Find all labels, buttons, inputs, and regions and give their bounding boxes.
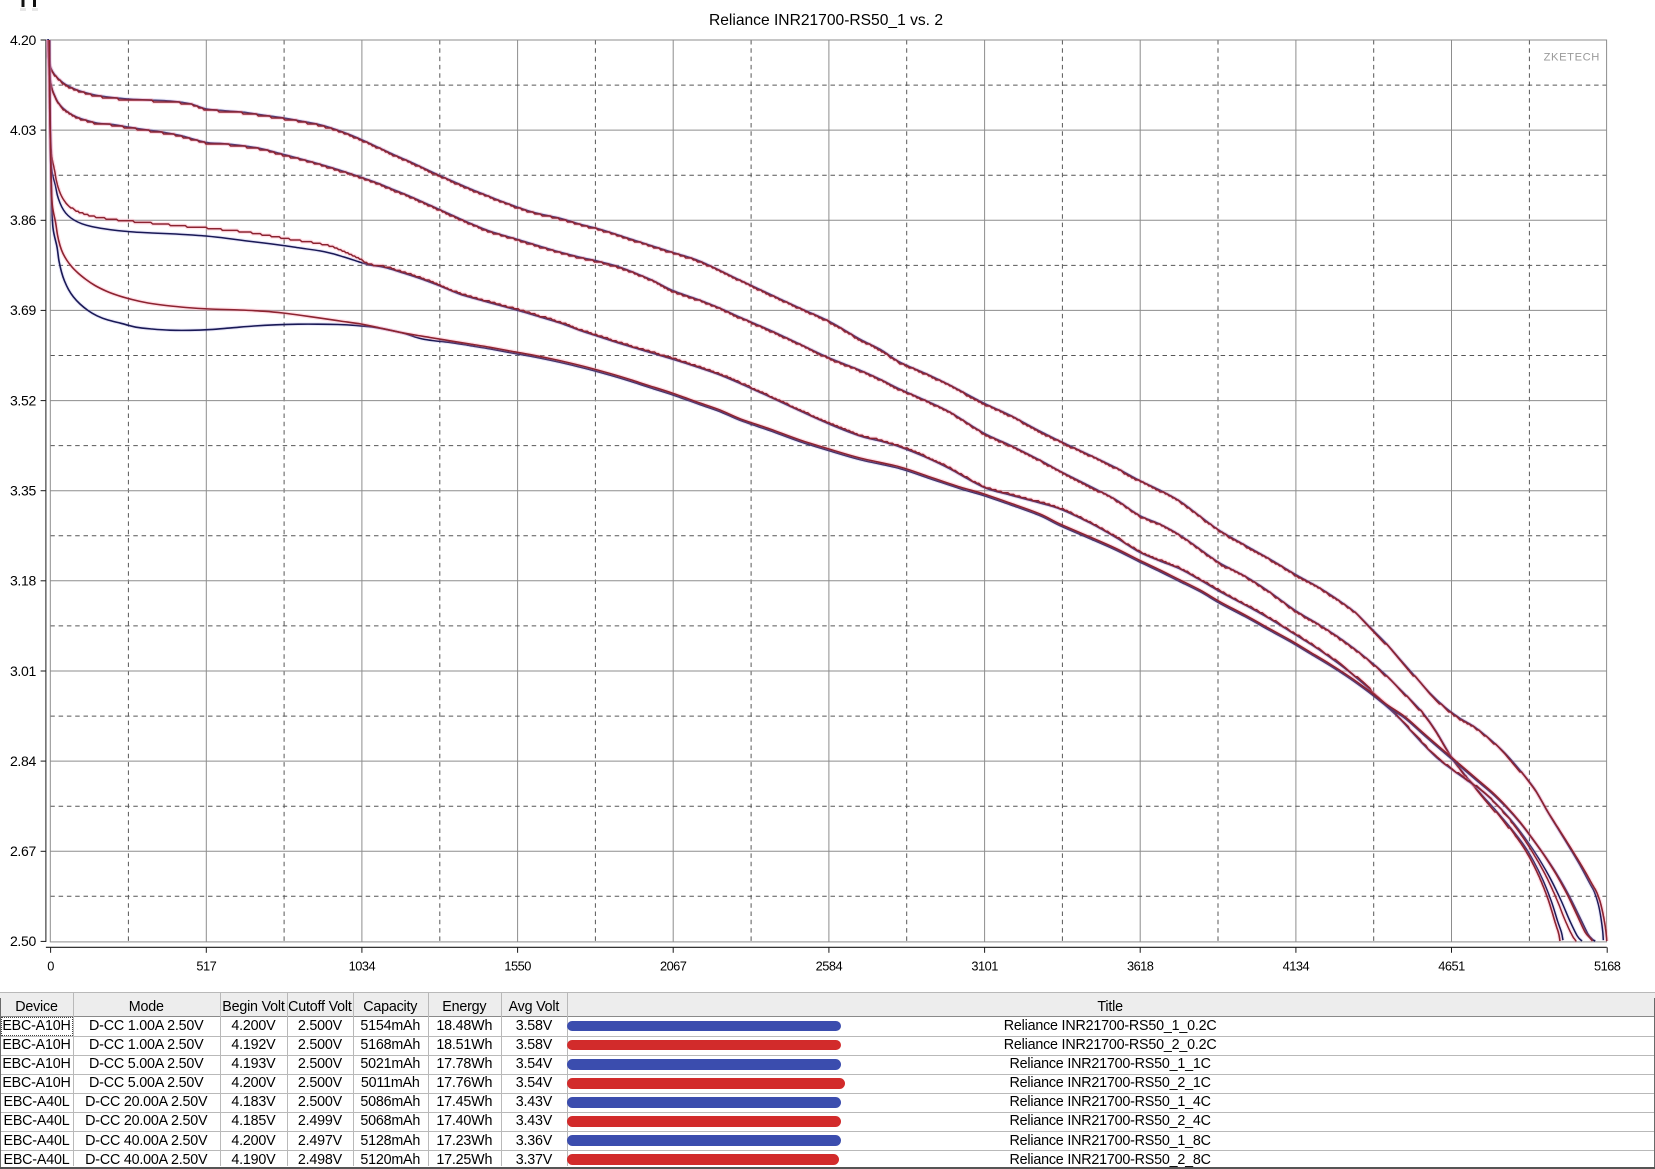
svg-text:3.35: 3.35 [10,483,37,499]
svg-text:2.50: 2.50 [10,933,37,949]
svg-text:3101: 3101 [971,959,998,974]
svg-text:2.84: 2.84 [10,753,37,769]
svg-text:4134: 4134 [1283,959,1310,974]
svg-text:0: 0 [47,959,54,974]
svg-text:ZKETECH: ZKETECH [1544,52,1600,64]
svg-text:2.67: 2.67 [10,843,37,859]
svg-text:4651: 4651 [1438,959,1465,974]
svg-text:1550: 1550 [504,959,531,974]
svg-text:3.01: 3.01 [10,663,37,679]
svg-text:3.52: 3.52 [10,392,37,408]
svg-text:3.69: 3.69 [10,302,37,318]
svg-text:2584: 2584 [816,959,843,974]
svg-text:3.86: 3.86 [10,212,37,228]
svg-text:4.20: 4.20 [10,32,37,48]
svg-text:Reliance INR21700-RS50_1 vs. 2: Reliance INR21700-RS50_1 vs. 2 [709,12,943,29]
svg-text:4.03: 4.03 [10,122,37,138]
svg-text:5168: 5168 [1594,959,1621,974]
svg-text:3.18: 3.18 [10,573,37,589]
svg-text:517: 517 [196,959,216,974]
svg-text:1034: 1034 [349,959,376,974]
svg-text:2067: 2067 [660,959,687,974]
svg-text:3618: 3618 [1127,959,1154,974]
